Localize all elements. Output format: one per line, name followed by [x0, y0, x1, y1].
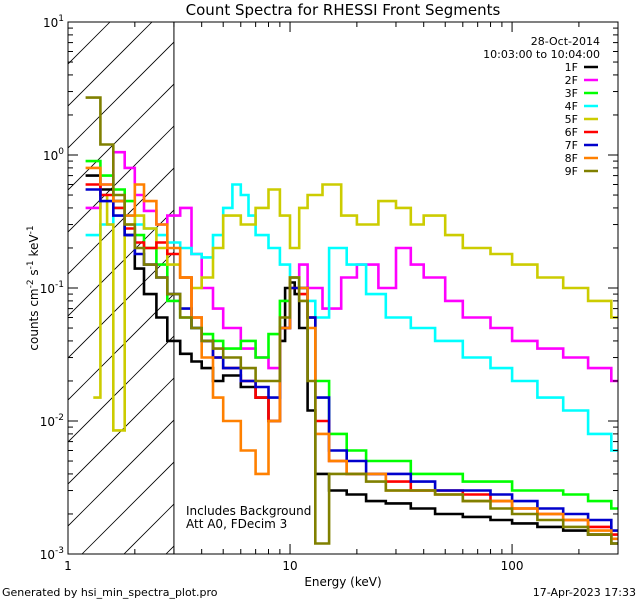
hatch-line — [68, 251, 174, 359]
axis-ticks — [67, 22, 619, 555]
series-5F — [93, 183, 618, 432]
legend-item: 4F — [565, 100, 598, 113]
hatch-line — [68, 41, 174, 149]
legend-label: 1F — [565, 61, 578, 74]
series-1F — [85, 174, 618, 545]
y-tick-label: 101 — [43, 14, 64, 30]
legend-item: 3F — [565, 87, 598, 100]
series-2F — [85, 150, 618, 383]
legend-label: 8F — [565, 152, 578, 165]
legend-label: 3F — [565, 87, 578, 100]
y-tick-label: 100 — [43, 147, 64, 163]
chart-date: 28-Oct-2014 — [531, 35, 600, 48]
legend-item: 5F — [565, 113, 598, 126]
legend-label: 6F — [565, 126, 578, 139]
annotation-background: Includes Background — [186, 504, 311, 518]
hatch-line — [81, 461, 174, 554]
x-axis-label: Energy (keV) — [304, 575, 381, 589]
series-3F — [85, 159, 618, 510]
x-tick-label: 100 — [501, 559, 524, 573]
legend-item: 6F — [565, 126, 598, 139]
footer-generator: Generated by hsi_min_spectra_plot.pro — [2, 586, 218, 599]
y-tick-label: 10-3 — [40, 546, 64, 562]
legend-label: 2F — [565, 74, 578, 87]
y-tick-labels: 101 100 10-1 10-2 10-3 — [40, 14, 65, 562]
x-tick-label: 10 — [282, 559, 297, 573]
series-9F — [85, 96, 618, 545]
series-7F — [85, 188, 618, 532]
legend-item: 8F — [565, 152, 598, 165]
series-layer — [85, 96, 618, 545]
hatch-line — [68, 83, 174, 191]
y-tick-label: 10-1 — [40, 280, 64, 296]
chart-title: Count Spectra for RHESSI Front Segments — [186, 1, 501, 19]
chart-time-range: 10:03:00 to 10:04:00 — [483, 48, 600, 61]
x-tick-label: 1 — [64, 559, 72, 573]
hatch-line — [68, 419, 174, 527]
y-axis-label: counts cm-2 s-1 keV-1 — [26, 225, 41, 350]
legend-item: 2F — [565, 74, 598, 87]
legend-label: 9F — [565, 165, 578, 178]
legend-item: 7F — [565, 139, 598, 152]
hatch-line — [68, 377, 174, 485]
series-8F — [85, 166, 618, 541]
hatch-line — [68, 209, 174, 317]
legend-label: 7F — [565, 139, 578, 152]
legend: 1F 2F 3F 4F 5F 6F 7F 8F 9F — [565, 61, 598, 178]
annotation-attenuator: Att A0, FDecim 3 — [186, 517, 287, 531]
legend-label: 5F — [565, 113, 578, 126]
legend-label: 4F — [565, 100, 578, 113]
legend-item: 9F — [565, 165, 598, 178]
y-tick-label: 10-2 — [40, 413, 64, 429]
footer-timestamp: 17-Apr-2023 17:33 — [533, 586, 636, 599]
legend-item: 1F — [565, 61, 598, 74]
excluded-region — [68, 22, 175, 554]
hatch-group — [68, 22, 174, 554]
series-6F — [85, 183, 618, 536]
